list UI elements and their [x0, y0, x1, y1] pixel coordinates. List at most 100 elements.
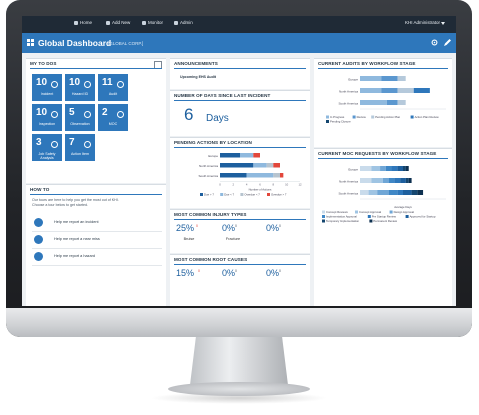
legend-label: Temporary Implementation — [326, 219, 360, 223]
todo-tile-moc[interactable]: 2 MOC — [98, 104, 128, 131]
bar-segment — [388, 178, 395, 183]
jsa-icon — [51, 141, 58, 148]
root-causes-panel: MOST COMMON ROOT CAUSES 15% 0 0% 0 0% 0 — [170, 254, 310, 306]
warning-icon — [34, 235, 43, 244]
nav-admin[interactable]: Admin — [174, 20, 193, 25]
bar-segment — [381, 76, 398, 81]
legend-label: Due < 7 — [224, 193, 234, 197]
legend-label: Review — [357, 115, 367, 119]
gear-icon — [174, 20, 178, 25]
bar-segment — [413, 88, 430, 93]
settings-icon[interactable] — [430, 38, 439, 47]
legend-swatch — [220, 193, 224, 196]
audit-icon — [117, 81, 124, 88]
nav-monitor[interactable]: Monitor — [142, 20, 163, 25]
bar-segment — [380, 166, 386, 171]
nav-add-new[interactable]: Add New — [106, 20, 130, 25]
todo-tile-hazard-id[interactable]: 10 Hazard ID — [65, 74, 95, 101]
days-unit: Days — [206, 113, 229, 124]
legend-label: Concept Approval — [359, 210, 381, 214]
category-label: Europe — [208, 154, 218, 158]
category-label: North America — [199, 164, 218, 168]
todo-tile-incident[interactable]: 10 Incident — [32, 74, 62, 101]
page-title: Global Dashboard — [38, 38, 112, 48]
bar-segment — [391, 166, 398, 171]
legend-label: Concept Reviews — [326, 210, 348, 214]
legend-swatch — [355, 210, 358, 214]
legend-swatch — [200, 193, 203, 196]
legend-swatch — [326, 120, 329, 123]
observation-icon — [84, 111, 91, 118]
legend-swatch — [322, 219, 325, 223]
bar-segment — [360, 178, 372, 183]
user-menu[interactable]: KHI Administrator — [404, 20, 440, 25]
chevron-down-icon[interactable] — [441, 22, 445, 25]
bar-segment — [377, 190, 389, 195]
bar-segment — [360, 100, 387, 105]
bar-segment — [273, 173, 280, 178]
pending-title: PENDING ACTIONS BY LOCATION — [174, 140, 252, 145]
legend-label: Action Plan Review — [415, 115, 440, 119]
bar-segment — [411, 190, 418, 195]
legend-swatch — [369, 219, 373, 223]
bar-segment — [381, 88, 398, 93]
pending-actions-panel: PENDING ACTIONS BY LOCATION Europe North … — [170, 137, 310, 208]
help-report-incident[interactable]: Help me report an incident — [32, 215, 162, 232]
moc-panel: CURRENT MOC REQUESTS BY WORKFLOW STAGE E… — [314, 148, 452, 306]
legend-swatch — [326, 115, 329, 119]
legend-label: Due > 7 — [204, 193, 214, 197]
todo-tile-action-item[interactable]: 7 Action Item — [65, 134, 95, 161]
monitor-stand-neck — [190, 337, 288, 385]
nav-home[interactable]: Home — [74, 20, 92, 25]
bar-segment — [273, 163, 280, 168]
home-icon — [74, 20, 78, 25]
bar-segment — [417, 190, 424, 195]
bar-segment — [220, 153, 240, 158]
bar-segment — [385, 166, 392, 171]
hazard-icon — [34, 252, 43, 261]
edit-icon[interactable] — [443, 38, 452, 47]
bar-segment — [246, 173, 274, 178]
bar-segment — [397, 100, 406, 105]
incident-icon — [51, 81, 58, 88]
help-report-near-miss[interactable]: Help me report a near miss — [32, 232, 162, 249]
monitor-stand-base — [168, 382, 310, 396]
category-label: North America — [339, 90, 358, 94]
bar-segment — [266, 163, 274, 168]
howto-panel: HOW TO Our tours are here to help you ge… — [26, 184, 166, 306]
bar-segment — [360, 76, 382, 81]
legend-swatch — [322, 215, 325, 218]
legend-swatch — [352, 115, 356, 119]
category-label: Europe — [348, 168, 358, 172]
dashboard-icon — [27, 39, 34, 46]
todo-tile-job-safety-analysis[interactable]: 3 Job Safety Analysis — [32, 134, 62, 161]
rootcause-title: MOST COMMON ROOT CAUSES — [174, 257, 248, 262]
legend-swatch — [322, 210, 325, 214]
tick-label: 2 — [233, 183, 235, 187]
days-since-panel: NUMBER OF DAYS SINCE LAST INCIDENT 6 Day… — [170, 90, 310, 136]
legend-label: Pre Startup Review — [372, 215, 397, 219]
bar-segment — [405, 178, 409, 183]
category-label: South America — [198, 174, 218, 178]
tick-label: 4 — [246, 183, 248, 187]
legend-swatch — [371, 115, 375, 119]
bar-segment — [403, 190, 412, 195]
legend-swatch — [410, 115, 414, 119]
help-report-hazard[interactable]: Help me report a hazard — [32, 249, 162, 266]
bar-segment — [397, 76, 406, 81]
announcement-item[interactable]: Upcoming EHS Audit — [180, 75, 217, 79]
bar-segment — [382, 178, 389, 183]
announcements-title: ANNOUNCEMENTS — [174, 61, 218, 66]
todo-tile-observation[interactable]: 5 Observation — [65, 104, 95, 131]
tick-label: 8 — [273, 183, 275, 187]
bar-segment — [408, 178, 412, 183]
legend-swatch — [267, 193, 270, 196]
days-title: NUMBER OF DAYS SINCE LAST INCIDENT — [174, 93, 271, 98]
category-label: South America — [338, 102, 358, 106]
todo-tile-audit[interactable]: 11 Audit — [98, 74, 128, 101]
action-icon — [84, 141, 91, 148]
screen: Home Add New Monitor Admin KHI Administr… — [22, 16, 456, 306]
todo-tile-inspection[interactable]: 10 Inspection — [32, 104, 62, 131]
category-label: Europe — [348, 78, 358, 82]
injury-title: MOST COMMON INJURY TYPES — [174, 212, 247, 217]
